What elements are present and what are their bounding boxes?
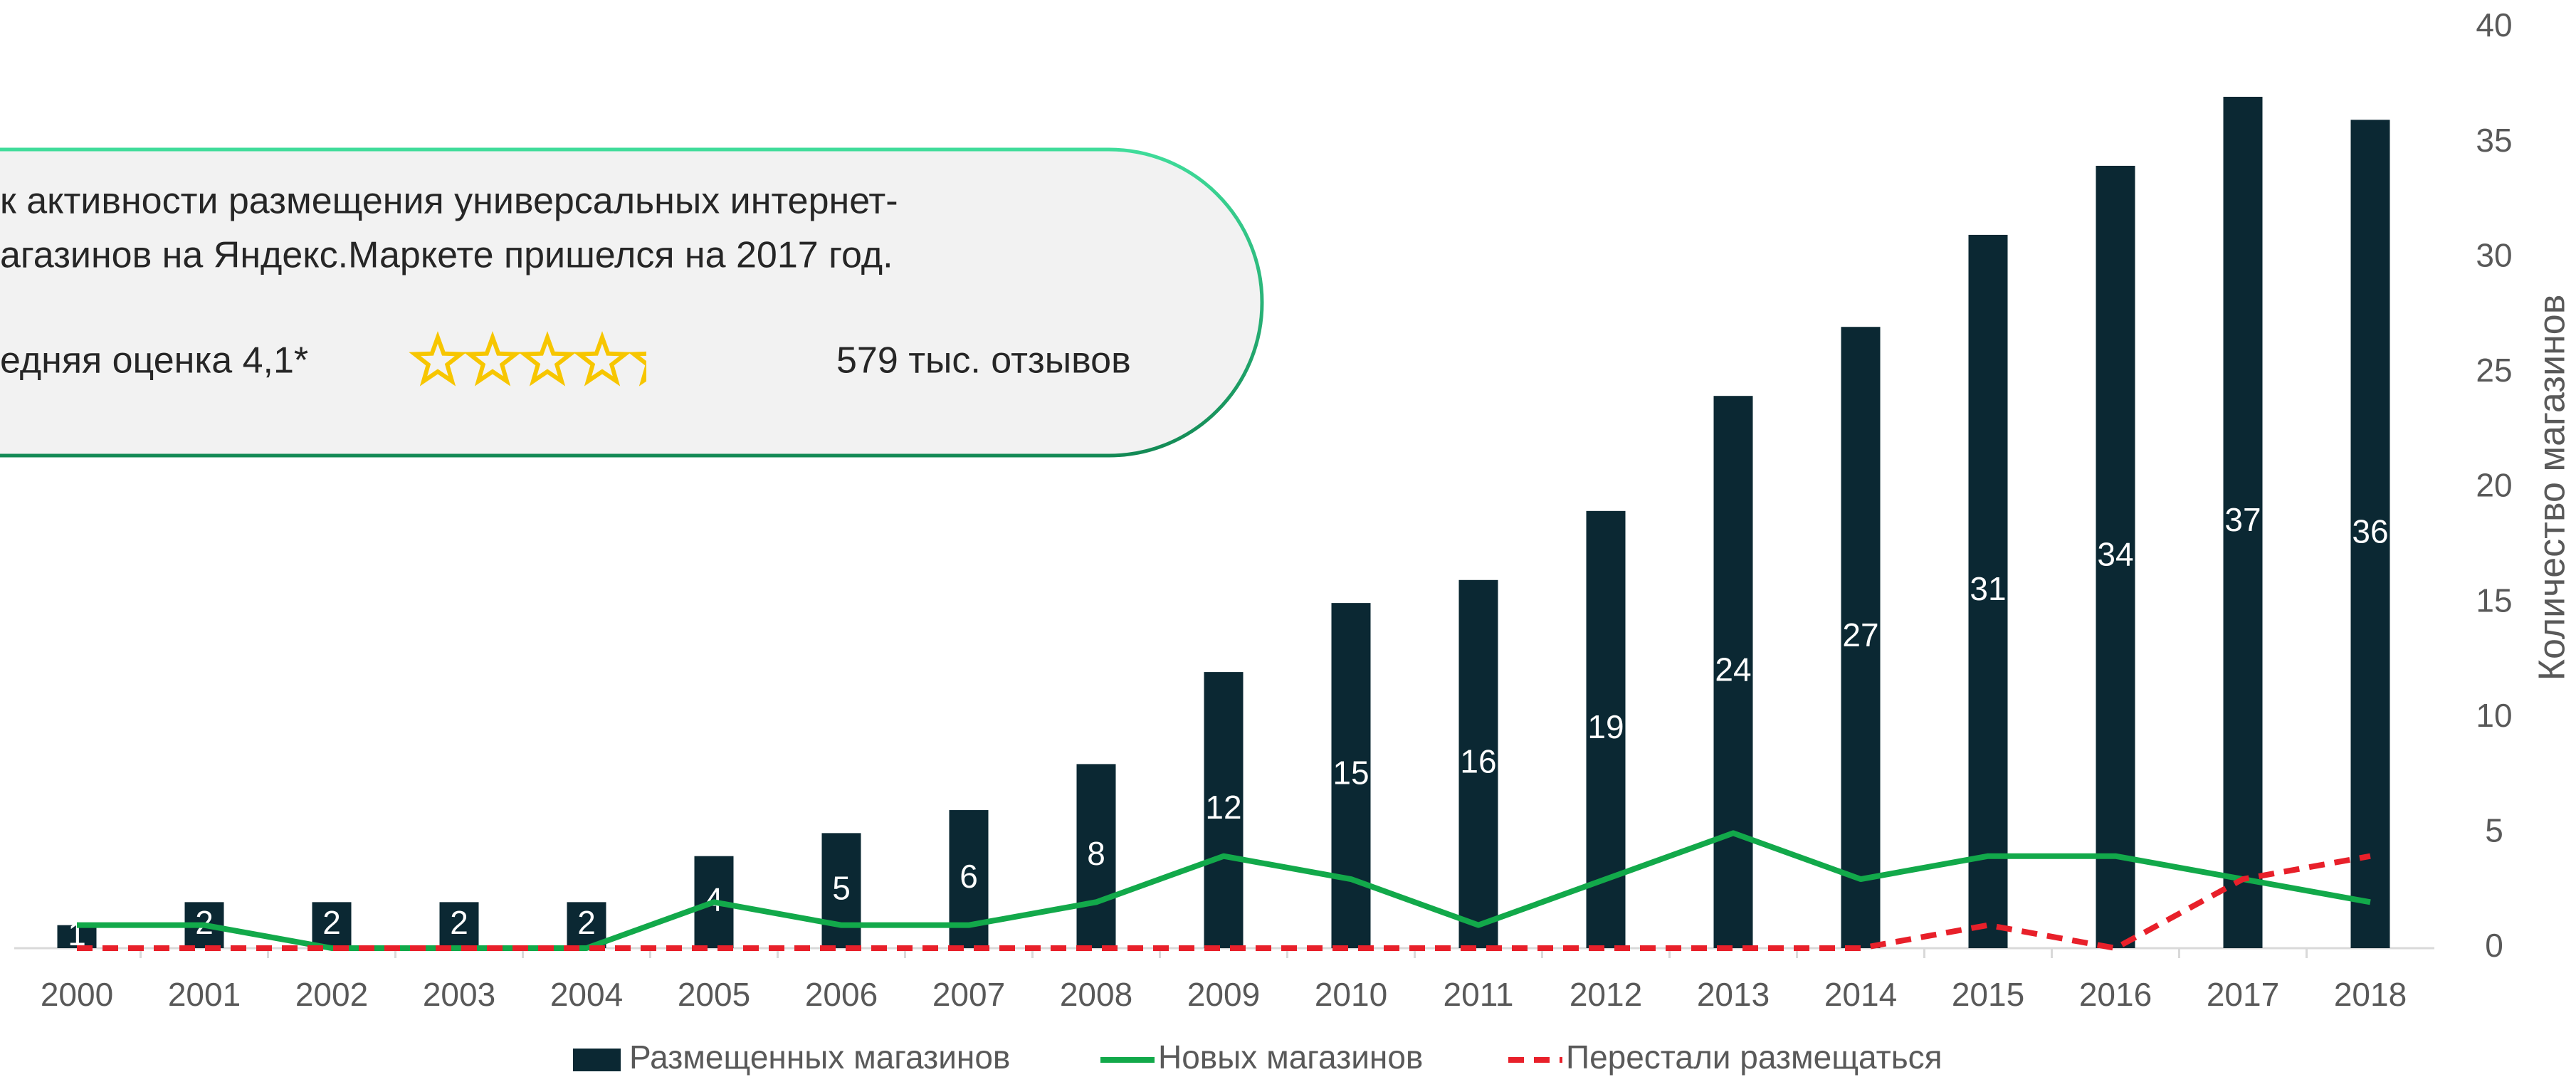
x-tick-label: 2013 (1697, 976, 1770, 1013)
callout-text: к активности размещения универсальных ин… (0, 181, 898, 222)
x-tick-label: 2012 (1570, 976, 1642, 1013)
bar (1841, 327, 1881, 949)
bar (1713, 396, 1753, 948)
x-tick-label: 2003 (423, 976, 495, 1013)
legend-swatch (573, 1049, 621, 1071)
line (77, 830, 2371, 951)
bar (1458, 579, 1498, 948)
data-label: 6 (960, 858, 978, 895)
bar (821, 833, 861, 948)
bar (57, 925, 97, 948)
bar (2096, 165, 2135, 949)
data-label: 37 (2224, 501, 2261, 538)
y-tick-label: 40 (2476, 6, 2512, 43)
bar (1204, 672, 1244, 948)
data-label: 19 (1587, 708, 1624, 745)
data-label: 2 (577, 904, 596, 941)
legend-label: Размещенных магазинов (629, 1039, 1010, 1076)
data-label: 36 (2352, 513, 2388, 550)
star (409, 331, 467, 387)
y-tick-label: 30 (2476, 236, 2512, 273)
callout-text: 579 тыс. отзывов (836, 340, 1131, 382)
y-tick-label: 10 (2476, 697, 2512, 734)
data-label: 15 (1332, 755, 1369, 792)
data-label: 31 (1970, 570, 2006, 607)
bar (1331, 603, 1371, 948)
callout-box (0, 147, 1264, 458)
x-tick-label: 2008 (1060, 976, 1132, 1013)
star (518, 331, 577, 387)
y-tick-label: 5 (2485, 812, 2503, 849)
bar (2223, 96, 2263, 949)
data-label: 5 (832, 869, 851, 906)
y-tick-label: 20 (2476, 467, 2512, 504)
data-label: 12 (1205, 789, 1241, 826)
x-tick-label: 2015 (1952, 976, 2024, 1013)
x-tick-label: 2006 (805, 976, 878, 1013)
y-axis-title: Количество магазинов (2532, 295, 2573, 681)
x-tick-label: 2017 (2207, 976, 2279, 1013)
data-label: 27 (1842, 616, 1878, 653)
bar (2350, 120, 2390, 948)
y-tick-label: 35 (2476, 122, 2512, 159)
x-tick-label: 2002 (295, 976, 368, 1013)
callout-text: агазинов на Яндекс.Маркете пришелся на 2… (0, 235, 893, 276)
callout-text: едняя оценка 4,1* (0, 340, 308, 382)
legend-label: Перестали размещаться (1566, 1039, 1942, 1076)
x-tick-label: 2016 (2079, 976, 2152, 1013)
x-tick-label: 2000 (41, 976, 113, 1013)
data-label: 16 (1460, 743, 1496, 780)
star (463, 331, 522, 387)
star (573, 331, 631, 387)
x-tick-label: 2010 (1315, 976, 1387, 1013)
x-tick-label: 2011 (1444, 976, 1514, 1013)
bar (439, 902, 479, 948)
data-label: 8 (1087, 835, 1105, 872)
x-tick-label: 2007 (932, 976, 1005, 1013)
data-label: 2 (322, 904, 341, 941)
y-tick-label: 0 (2485, 927, 2503, 964)
legend-label: Новых магазинов (1158, 1039, 1423, 1076)
x-tick-label: 2014 (1824, 976, 1897, 1013)
star (628, 351, 646, 387)
bar (1076, 764, 1116, 948)
y-tick-label: 25 (2476, 352, 2512, 389)
y-tick-label: 15 (2476, 582, 2512, 619)
x-tick-label: 2004 (550, 976, 623, 1013)
data-label: 34 (2097, 536, 2133, 573)
data-label: 24 (1715, 651, 1751, 688)
x-tick-label: 2001 (168, 976, 241, 1013)
x-tick-label: 2005 (678, 976, 750, 1013)
bar (312, 902, 352, 948)
stars (409, 331, 646, 387)
x-tick-label: 2009 (1187, 976, 1260, 1013)
bar (1968, 234, 2008, 948)
x-tick-label: 2018 (2334, 976, 2407, 1013)
data-label: 2 (450, 904, 468, 941)
